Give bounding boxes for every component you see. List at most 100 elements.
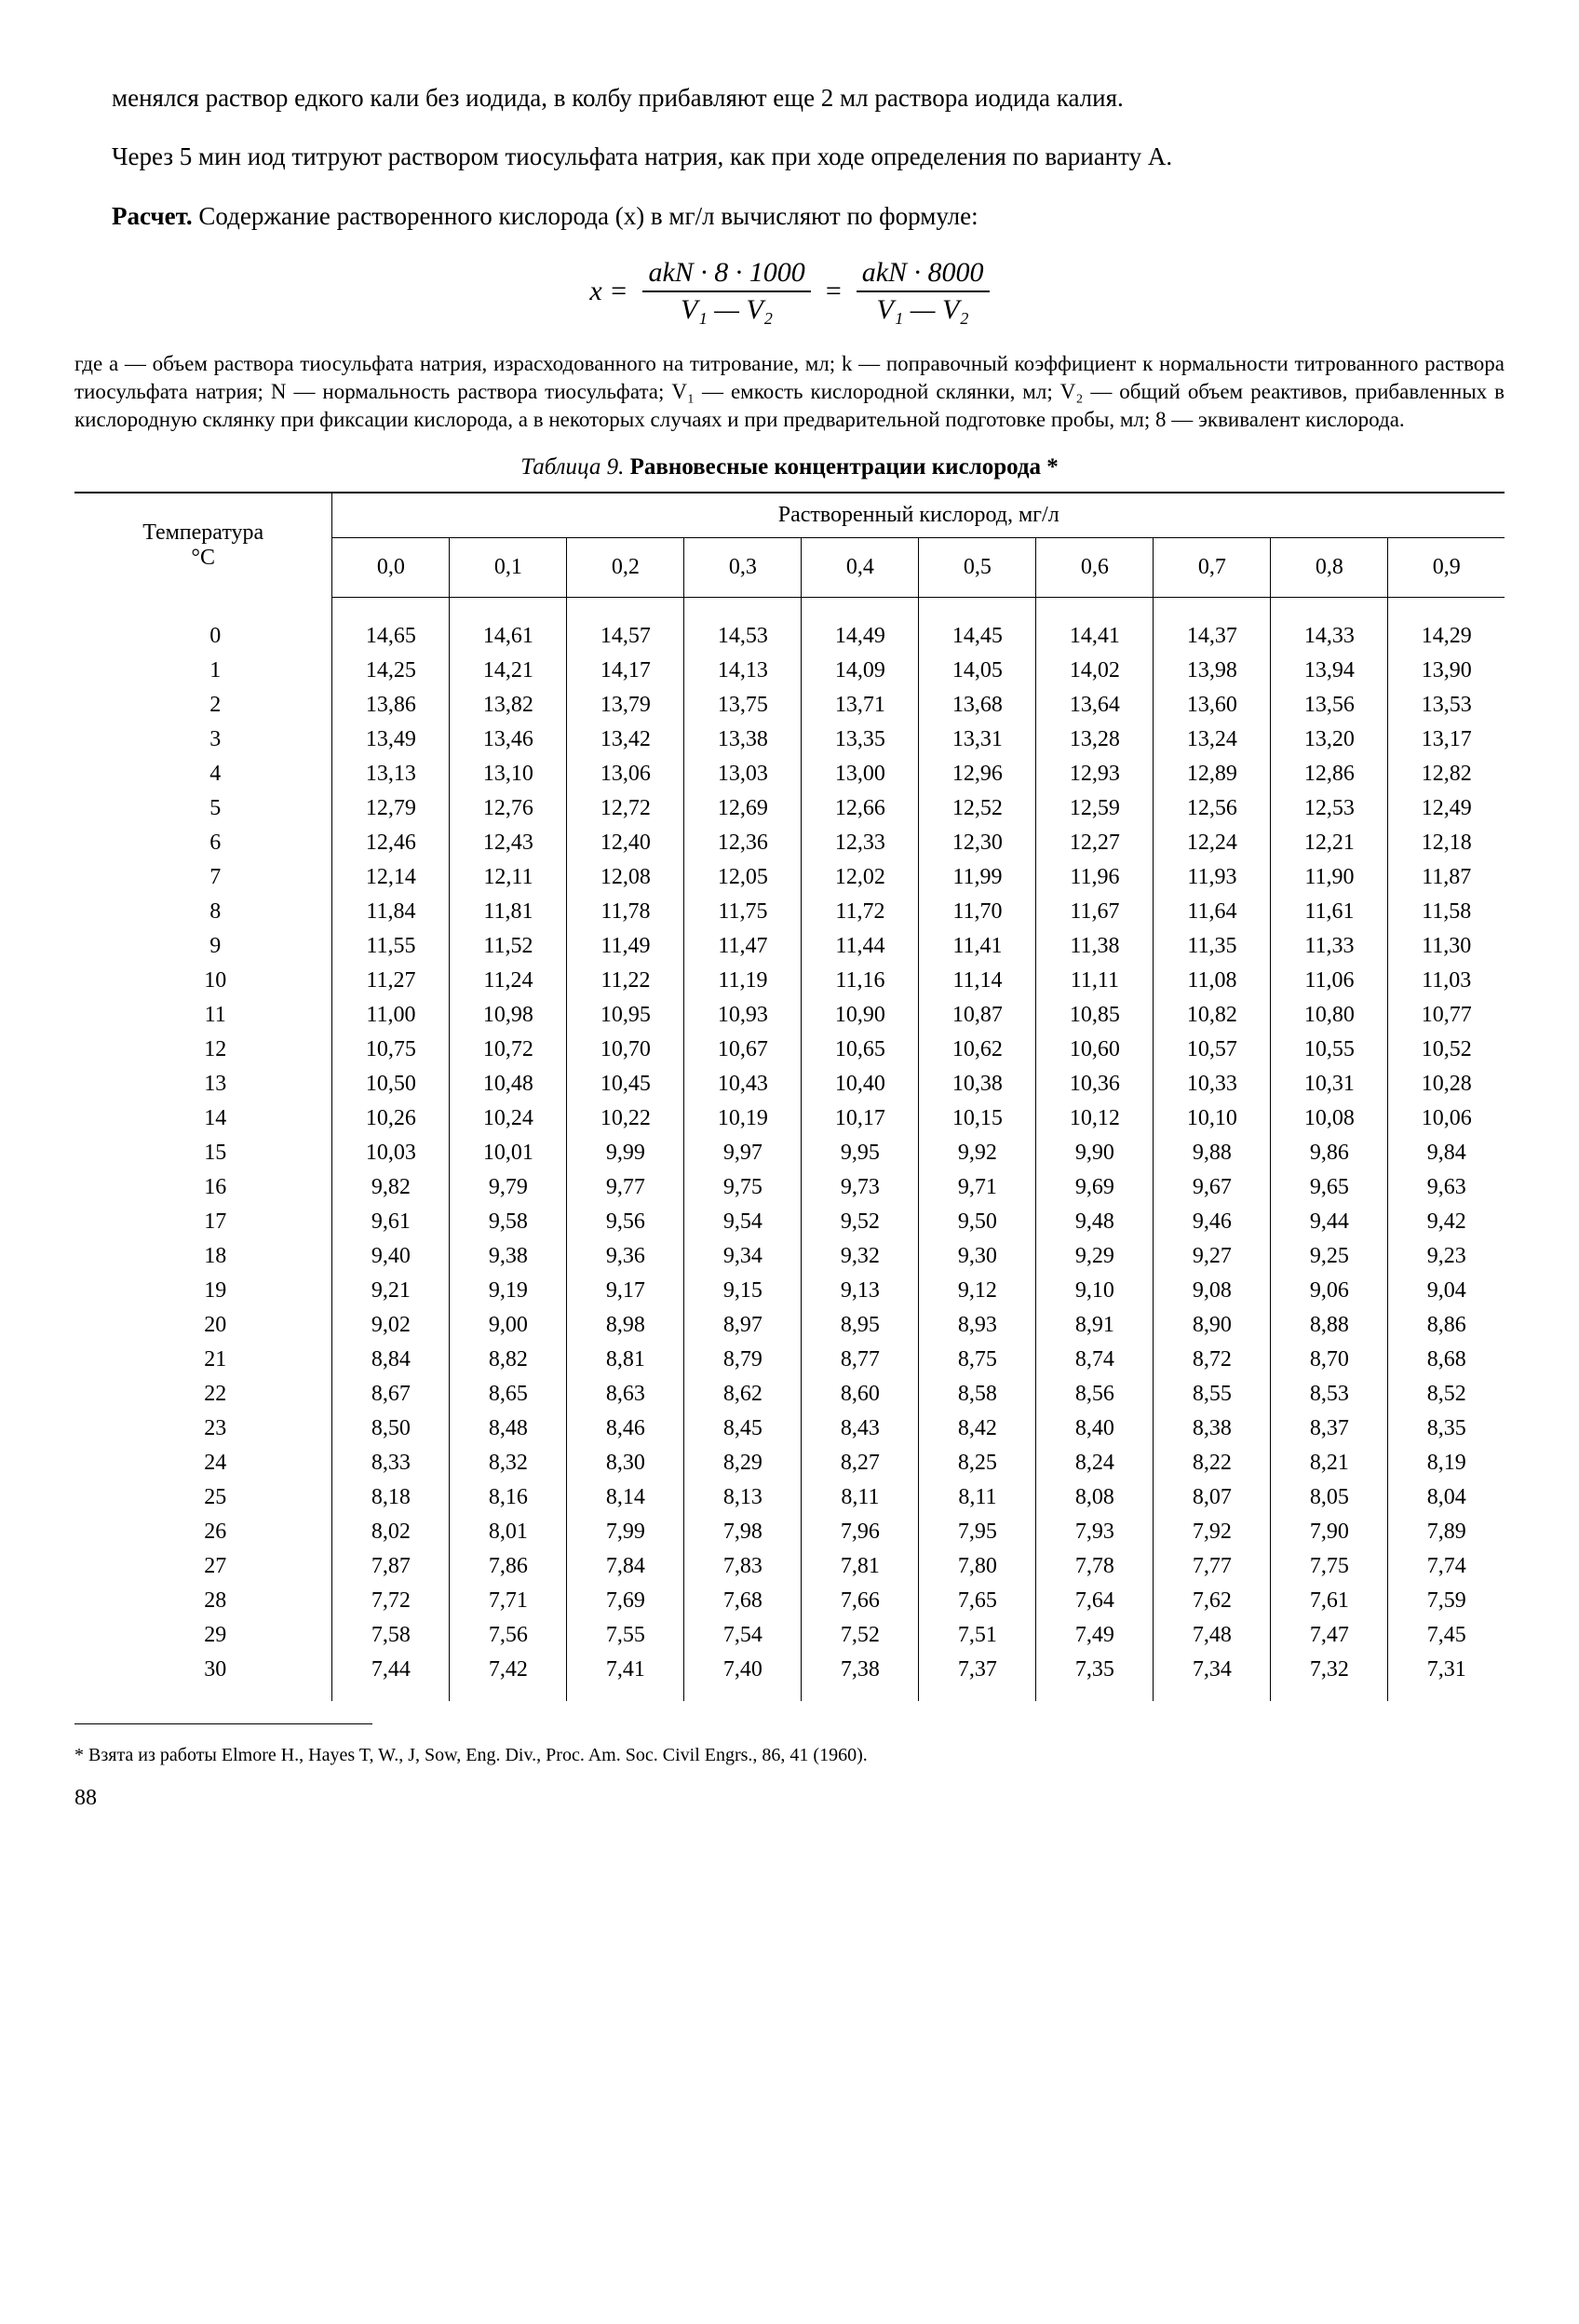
value-cell: 12,79: [332, 791, 450, 826]
value-cell: 8,56: [1036, 1377, 1154, 1412]
frac1-den: V₁ — V₂: [675, 292, 778, 328]
value-cell: 14,65: [332, 597, 450, 654]
value-cell: 11,47: [684, 929, 802, 964]
value-cell: 8,65: [450, 1377, 567, 1412]
temp-cell: 27: [74, 1549, 332, 1584]
value-cell: 8,38: [1154, 1412, 1271, 1446]
value-cell: 9,13: [802, 1274, 919, 1308]
value-cell: 9,54: [684, 1205, 802, 1239]
value-cell: 7,87: [332, 1549, 450, 1584]
value-cell: 11,03: [1388, 964, 1505, 998]
value-cell: 8,79: [684, 1343, 802, 1377]
table-row: 313,4913,4613,4213,3813,3513,3113,2813,2…: [74, 723, 1505, 757]
value-cell: 8,86: [1388, 1308, 1505, 1343]
value-cell: 9,69: [1036, 1170, 1154, 1205]
temp-cell: 18: [74, 1239, 332, 1274]
value-cell: 9,92: [919, 1136, 1036, 1170]
temp-cell: 13: [74, 1067, 332, 1101]
value-cell: 11,38: [1036, 929, 1154, 964]
oxygen-table: Температура °C Растворенный кислород, мг…: [74, 492, 1505, 1701]
value-cell: 9,02: [332, 1308, 450, 1343]
value-cell: 8,05: [1271, 1480, 1388, 1515]
table-row: 712,1412,1112,0812,0512,0211,9911,9611,9…: [74, 860, 1505, 895]
temp-cell: 25: [74, 1480, 332, 1515]
value-cell: 13,03: [684, 757, 802, 791]
value-cell: 8,52: [1388, 1377, 1505, 1412]
value-cell: 11,67: [1036, 895, 1154, 929]
value-cell: 12,05: [684, 860, 802, 895]
value-cell: 10,22: [567, 1101, 684, 1136]
table-row: 612,4612,4312,4012,3612,3312,3012,2712,2…: [74, 826, 1505, 860]
value-cell: 13,98: [1154, 654, 1271, 688]
value-cell: 13,00: [802, 757, 919, 791]
value-cell: 13,64: [1036, 688, 1154, 723]
value-cell: 9,67: [1154, 1170, 1271, 1205]
value-cell: 7,81: [802, 1549, 919, 1584]
value-cell: 10,19: [684, 1101, 802, 1136]
value-cell: 12,21: [1271, 826, 1388, 860]
value-cell: 12,52: [919, 791, 1036, 826]
value-cell: 8,95: [802, 1308, 919, 1343]
value-cell: 9,36: [567, 1239, 684, 1274]
value-cell: 10,98: [450, 998, 567, 1033]
paragraph-3: Расчет. Содержание растворенного кислоро…: [74, 199, 1505, 233]
value-cell: 14,29: [1388, 597, 1505, 654]
value-cell: 12,96: [919, 757, 1036, 791]
value-cell: 7,68: [684, 1584, 802, 1618]
value-cell: 10,38: [919, 1067, 1036, 1101]
frac2-num: akN · 8000: [857, 255, 990, 292]
value-cell: 11,72: [802, 895, 919, 929]
value-cell: 10,43: [684, 1067, 802, 1101]
col-header: 0,4: [802, 537, 919, 597]
temp-cell: 29: [74, 1618, 332, 1653]
value-cell: 12,08: [567, 860, 684, 895]
value-cell: 10,40: [802, 1067, 919, 1101]
table-row: 169,829,799,779,759,739,719,699,679,659,…: [74, 1170, 1505, 1205]
value-cell: 14,49: [802, 597, 919, 654]
temp-cell: 14: [74, 1101, 332, 1136]
value-cell: 11,90: [1271, 860, 1388, 895]
col-header: 0,1: [450, 537, 567, 597]
temp-cell: 2: [74, 688, 332, 723]
value-cell: 7,83: [684, 1549, 802, 1584]
value-cell: 9,29: [1036, 1239, 1154, 1274]
value-cell: 8,27: [802, 1446, 919, 1480]
value-cell: 9,10: [1036, 1274, 1154, 1308]
value-cell: 9,06: [1271, 1274, 1388, 1308]
value-cell: 11,49: [567, 929, 684, 964]
value-cell: 11,06: [1271, 964, 1388, 998]
value-cell: 12,46: [332, 826, 450, 860]
value-cell: 13,53: [1388, 688, 1505, 723]
value-cell: 9,46: [1154, 1205, 1271, 1239]
value-cell: 8,46: [567, 1412, 684, 1446]
table-row: 218,848,828,818,798,778,758,748,728,708,…: [74, 1343, 1505, 1377]
value-cell: 7,38: [802, 1653, 919, 1701]
temp-cell: 1: [74, 654, 332, 688]
value-cell: 8,53: [1271, 1377, 1388, 1412]
value-cell: 8,45: [684, 1412, 802, 1446]
value-cell: 7,42: [450, 1653, 567, 1701]
formula-frac-1: akN · 8 · 1000 V₁ — V₂: [642, 255, 810, 328]
value-cell: 9,65: [1271, 1170, 1388, 1205]
value-cell: 9,38: [450, 1239, 567, 1274]
temp-cell: 11: [74, 998, 332, 1033]
value-cell: 9,12: [919, 1274, 1036, 1308]
paragraph-3-rest: Содержание растворенного кислорода (x) в…: [193, 202, 978, 230]
value-cell: 14,02: [1036, 654, 1154, 688]
value-cell: 12,40: [567, 826, 684, 860]
table-row: 1011,2711,2411,2211,1911,1611,1411,1111,…: [74, 964, 1505, 998]
value-cell: 10,17: [802, 1101, 919, 1136]
temp-cell: 17: [74, 1205, 332, 1239]
value-cell: 10,72: [450, 1033, 567, 1067]
value-cell: 10,03: [332, 1136, 450, 1170]
table-caption-title: Равновесные концентрации кислорода *: [630, 454, 1059, 480]
temp-cell: 6: [74, 826, 332, 860]
table-row: 1510,0310,019,999,979,959,929,909,889,86…: [74, 1136, 1505, 1170]
temp-cell: 0: [74, 597, 332, 654]
value-cell: 8,82: [450, 1343, 567, 1377]
table-row: 228,678,658,638,628,608,588,568,558,538,…: [74, 1377, 1505, 1412]
value-cell: 7,66: [802, 1584, 919, 1618]
value-cell: 8,93: [919, 1308, 1036, 1343]
value-cell: 8,88: [1271, 1308, 1388, 1343]
value-cell: 7,96: [802, 1515, 919, 1549]
